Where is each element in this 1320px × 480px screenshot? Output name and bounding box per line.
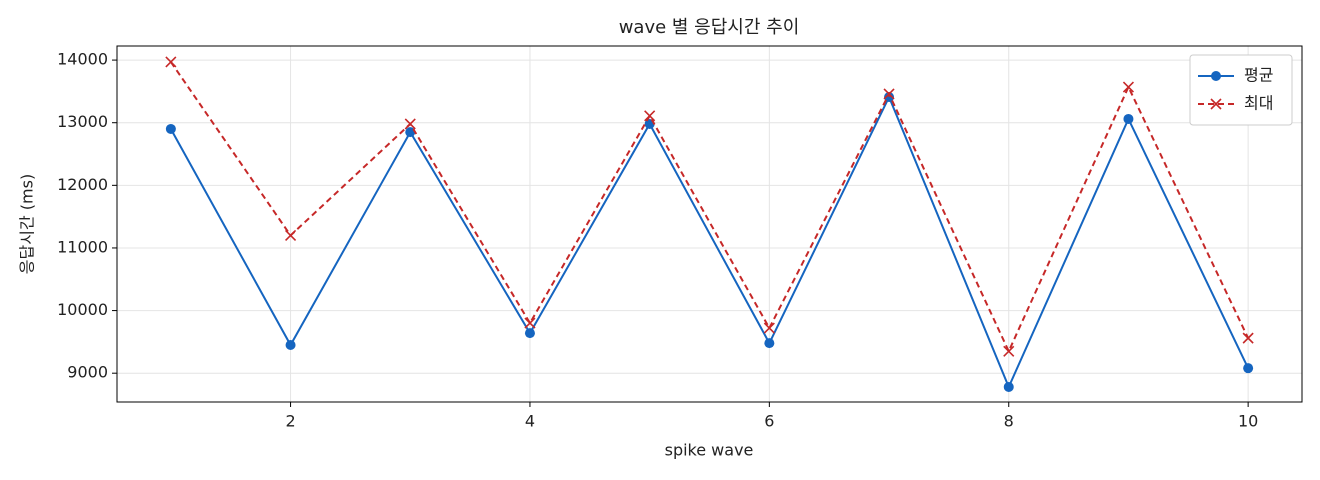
chart-title: wave 별 응답시간 추이 (619, 17, 800, 38)
y-tick-label: 10000 (57, 300, 108, 319)
y-tick-label: 9000 (67, 363, 108, 382)
x-tick-label: 8 (1004, 412, 1014, 431)
marker (524, 328, 535, 339)
marker-stroke (284, 229, 297, 241)
marker (1003, 345, 1015, 357)
marker (883, 88, 895, 100)
marker-stroke (165, 56, 177, 68)
plot-frame (116, 45, 1303, 403)
y-tick-label: 14000 (57, 50, 108, 69)
legend-box (1189, 54, 1293, 126)
marker-stroke (644, 110, 656, 122)
y-axis-label: 응답시간 (ms) (18, 174, 37, 274)
marker (764, 338, 775, 349)
marker (285, 340, 296, 351)
y-tick-label: 13000 (57, 112, 108, 131)
marker-stroke (883, 88, 895, 100)
series-line (170, 61, 1250, 354)
marker (1210, 98, 1222, 110)
marker (1122, 81, 1135, 93)
legend-label: 최대 (1244, 94, 1273, 113)
x-tick-label: 2 (285, 412, 295, 431)
marker (1211, 71, 1221, 81)
marker (884, 92, 895, 103)
marker (1243, 363, 1254, 374)
marker (404, 118, 416, 130)
marker (1003, 381, 1014, 392)
marker-stroke (1003, 345, 1015, 357)
marker-stroke (1210, 98, 1222, 110)
x-tick-label: 10 (1238, 412, 1258, 431)
marker-stroke (763, 322, 775, 334)
marker-stroke (524, 317, 536, 329)
marker-stroke (404, 118, 416, 130)
x-axis-label: spike wave (665, 441, 754, 460)
x-tick-label: 4 (525, 412, 535, 431)
marker (284, 229, 297, 241)
marker-stroke (1242, 332, 1254, 344)
marker (165, 123, 176, 134)
marker (1123, 113, 1134, 124)
legend-label: 평균 (1244, 66, 1273, 85)
series-line (169, 94, 1250, 390)
marker (1242, 332, 1254, 344)
marker-stroke (1122, 81, 1135, 93)
marker (165, 56, 177, 68)
y-tick-label: 11000 (57, 237, 108, 256)
marker (763, 322, 775, 334)
marker (524, 317, 536, 329)
marker (644, 110, 656, 122)
y-tick-label: 12000 (57, 175, 108, 194)
x-tick-label: 6 (764, 412, 774, 431)
